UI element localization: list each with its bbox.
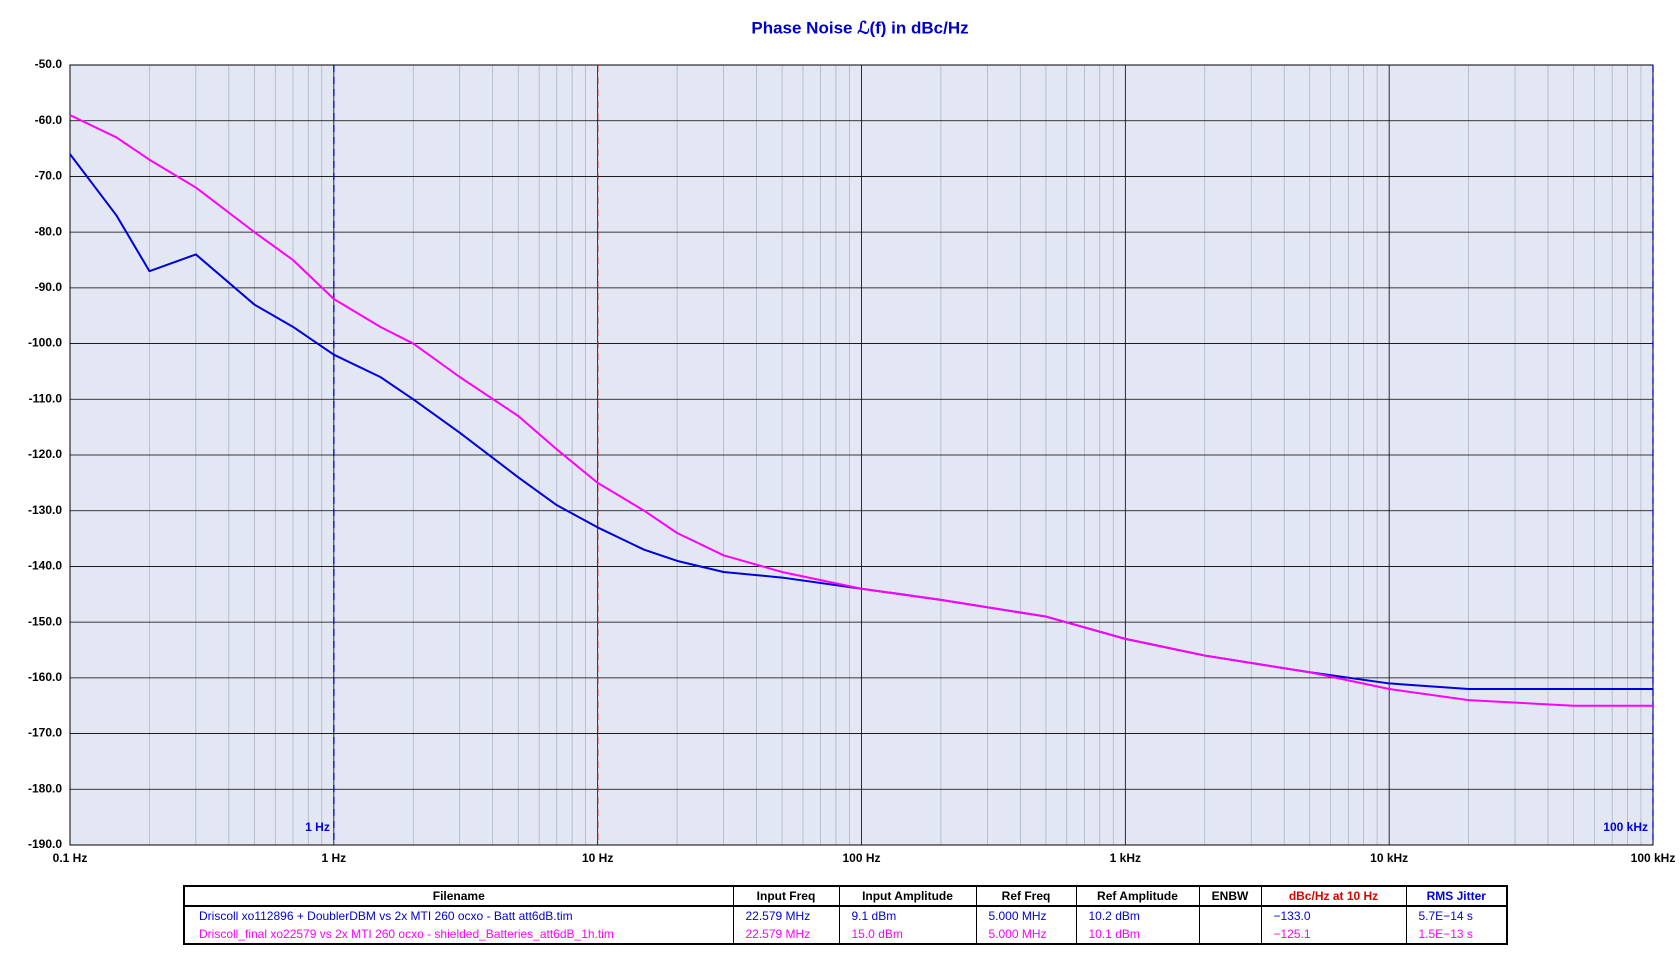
column-header: Input Amplitude [838,885,977,907]
table-cell: 10.1 dBm [1075,925,1200,945]
table-cell: −133.0 [1260,906,1407,925]
table-cell: Driscoll_final xo22579 vs 2x MTI 260 ocx… [183,925,734,945]
y-tick-label: -50.0 [35,57,63,71]
x-tick-label: 10 Hz [582,851,613,865]
x-tick-label: 100 Hz [842,851,880,865]
y-tick-label: -110.0 [29,391,63,405]
table-cell: 15.0 dBm [838,925,977,945]
info-table: Filename Input Freq Input Amplitude Ref Fre… [183,885,1508,945]
table-cell: 5.7E−14 s [1405,906,1508,925]
chart: Phase Noise ℒ(f) in dBc/Hz -50.0 -60.0 -70… [28,18,1676,865]
column-header: dBc/Hz at 10 Hz [1260,885,1407,907]
table-body: Driscoll xo112896 + DoublerDBM vs 2x MTI… [183,906,1508,945]
x-tick-label: 10 kHz [1370,851,1408,865]
table-cell: 9.1 dBm [838,906,977,925]
column-header: Input Freq [732,885,840,907]
table-cell [1198,925,1262,945]
series-line [69,114,1653,707]
y-tick-label: -190.0 [28,837,62,851]
y-tick-label: -150.0 [28,614,62,628]
table-cell: 1.5E−13 s [1405,925,1508,945]
y-tick-label: -60.0 [35,113,63,127]
y-tick-label: -80.0 [35,224,63,238]
table-cell: Driscoll xo112896 + DoublerDBM vs 2x MTI… [183,906,734,925]
table-cell: 22.579 MHz [732,925,840,945]
column-header: Filename [183,885,734,907]
table-cell: 22.579 MHz [732,906,840,925]
y-tick-label: -120.0 [28,447,62,461]
x-tick-label: 100 kHz [1631,851,1676,865]
y-tick-label: -160.0 [28,670,62,684]
marker-label: 1 Hz [305,820,330,834]
table-row: Driscoll xo112896 + DoublerDBM vs 2x MTI… [183,906,1508,925]
x-tick-label: 1 Hz [321,851,346,865]
column-header: RMS Jitter [1405,885,1508,907]
column-header: Ref Amplitude [1075,885,1200,907]
column-header: ENBW [1198,885,1262,907]
column-header: Ref Freq [975,885,1077,907]
y-tick-label: -70.0 [35,169,63,183]
table-cell [1198,906,1262,925]
table-cell: 10.2 dBm [1075,906,1200,925]
y-tick-label: -90.0 [35,280,63,294]
table-header: Filename Input Freq Input Amplitude Ref Fre… [183,885,1508,907]
chart-title: Phase Noise ℒ(f) in dBc/Hz [751,18,968,37]
y-tick-label: -130.0 [28,503,62,517]
table-cell: 5.000 MHz [975,906,1077,925]
y-tick-label: -100.0 [28,336,62,350]
y-tick-label: -140.0 [28,559,62,573]
y-tick-label: -180.0 [28,781,62,795]
table-cell: 5.000 MHz [975,925,1077,945]
table-row: Driscoll_final xo22579 vs 2x MTI 260 ocx… [183,925,1508,945]
table-cell: −125.1 [1260,925,1407,945]
x-tick-label: 1 kHz [1110,851,1141,865]
y-tick-label: -170.0 [28,726,62,740]
marker-label: 100 kHz [1603,820,1648,834]
x-tick-label: 0.1 Hz [53,851,88,865]
